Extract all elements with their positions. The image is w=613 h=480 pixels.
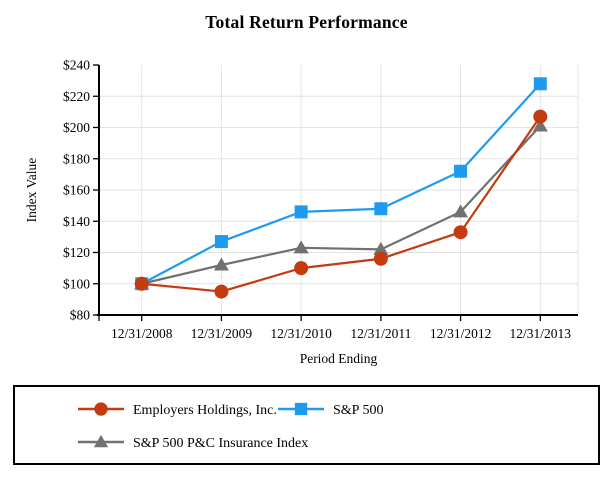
- legend-marker-circle-icon: [78, 401, 124, 422]
- y-tick-label: $140: [63, 214, 90, 229]
- series-line: [141, 125, 542, 285]
- legend-marker-swatch: [78, 401, 124, 416]
- y-tick-label: $220: [63, 89, 90, 104]
- legend-marker-swatch: [78, 434, 124, 447]
- x-axis-title: Period Ending: [300, 351, 378, 366]
- chart-legend: Employers Holdings, Inc. S&P 500 S&P 500…: [13, 385, 600, 465]
- x-tick-label: 12/31/2008: [111, 326, 173, 341]
- chart-plot-area: $80 $100 $120 $140 $160 $180 $200 $220 $240 12/31…: [24, 58, 579, 366]
- y-tick-label: $240: [63, 58, 90, 73]
- legend-item-employers-holdings: Employers Holdings, Inc.: [78, 401, 277, 422]
- legend-label: Employers Holdings, Inc.: [133, 403, 277, 418]
- series-line: [141, 115, 542, 293]
- y-tick-label: $160: [63, 183, 90, 198]
- legend-label: S&P 500 P&C Insurance Index: [133, 436, 309, 451]
- legend-label: S&P 500: [333, 403, 384, 418]
- x-tick-label: 12/31/2013: [510, 326, 572, 341]
- legend-marker-swatch: [278, 402, 324, 415]
- data-point-square: [374, 202, 388, 216]
- data-point-triangle: [213, 257, 229, 271]
- data-point-circle: [134, 276, 149, 291]
- x-tick-label: 12/31/2011: [350, 326, 411, 341]
- data-point-circle: [294, 261, 309, 276]
- y-tick-label: $200: [63, 120, 90, 135]
- legend-marker-triangle-icon: [78, 434, 124, 455]
- data-point-square: [533, 77, 547, 91]
- x-tick-label: 12/31/2009: [191, 326, 253, 341]
- data-point-square: [454, 164, 468, 178]
- legend-item-sp500: S&P 500: [278, 401, 384, 422]
- y-tick-label: $180: [63, 151, 90, 166]
- data-point-triangle: [93, 434, 109, 447]
- data-point-circle: [453, 225, 468, 240]
- data-point-circle: [94, 401, 108, 416]
- data-point-circle: [533, 109, 548, 124]
- data-point-circle: [373, 251, 388, 266]
- data-point-triangle: [532, 118, 548, 132]
- series-line: [141, 83, 542, 285]
- data-point-triangle: [373, 241, 389, 255]
- series-employers-holdings-inc: [134, 109, 548, 299]
- y-axis-title: Index Value: [24, 158, 39, 223]
- y-tick-label: $120: [63, 245, 90, 260]
- legend-marker-square-icon: [278, 401, 324, 422]
- x-tick-label: 12/31/2010: [270, 326, 332, 341]
- data-point-square: [294, 205, 308, 219]
- data-point-circle: [214, 284, 229, 299]
- data-point-triangle: [293, 240, 309, 254]
- data-point-triangle: [453, 204, 469, 218]
- x-tick-label: 12/31/2012: [430, 326, 492, 341]
- legend-item-sp500-pc-insurance: S&P 500 P&C Insurance Index: [78, 434, 309, 455]
- series-s-p-500: [135, 77, 547, 291]
- data-point-square: [294, 402, 308, 415]
- data-point-square: [214, 235, 228, 249]
- y-tick-label: $80: [70, 308, 91, 323]
- y-tick-label: $100: [63, 276, 90, 291]
- chart-title: Total Return Performance: [205, 12, 408, 32]
